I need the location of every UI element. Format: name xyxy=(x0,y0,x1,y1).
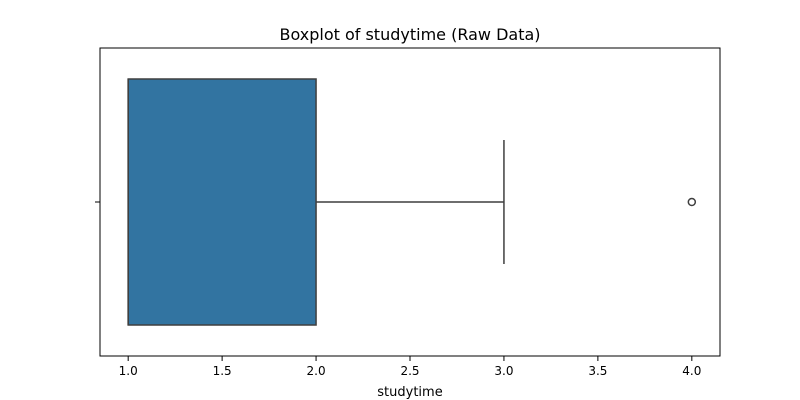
x-tick-label: 1.0 xyxy=(119,364,138,378)
x-tick-label: 3.5 xyxy=(588,364,607,378)
x-axis-ticks: 1.0 1.5 2.0 2.5 3.0 3.5 4.0 xyxy=(119,356,701,378)
x-tick-label: 2.5 xyxy=(400,364,419,378)
x-tick-label: 1.5 xyxy=(213,364,232,378)
outlier-point xyxy=(687,197,697,207)
chart-title: Boxplot of studytime (Raw Data) xyxy=(279,25,540,44)
box-group xyxy=(127,78,697,326)
x-tick-label: 2.0 xyxy=(307,364,326,378)
x-axis-label: studytime xyxy=(377,385,442,400)
x-tick-label: 4.0 xyxy=(682,364,701,378)
x-tick-label: 3.0 xyxy=(494,364,513,378)
iqr-box xyxy=(127,78,317,326)
